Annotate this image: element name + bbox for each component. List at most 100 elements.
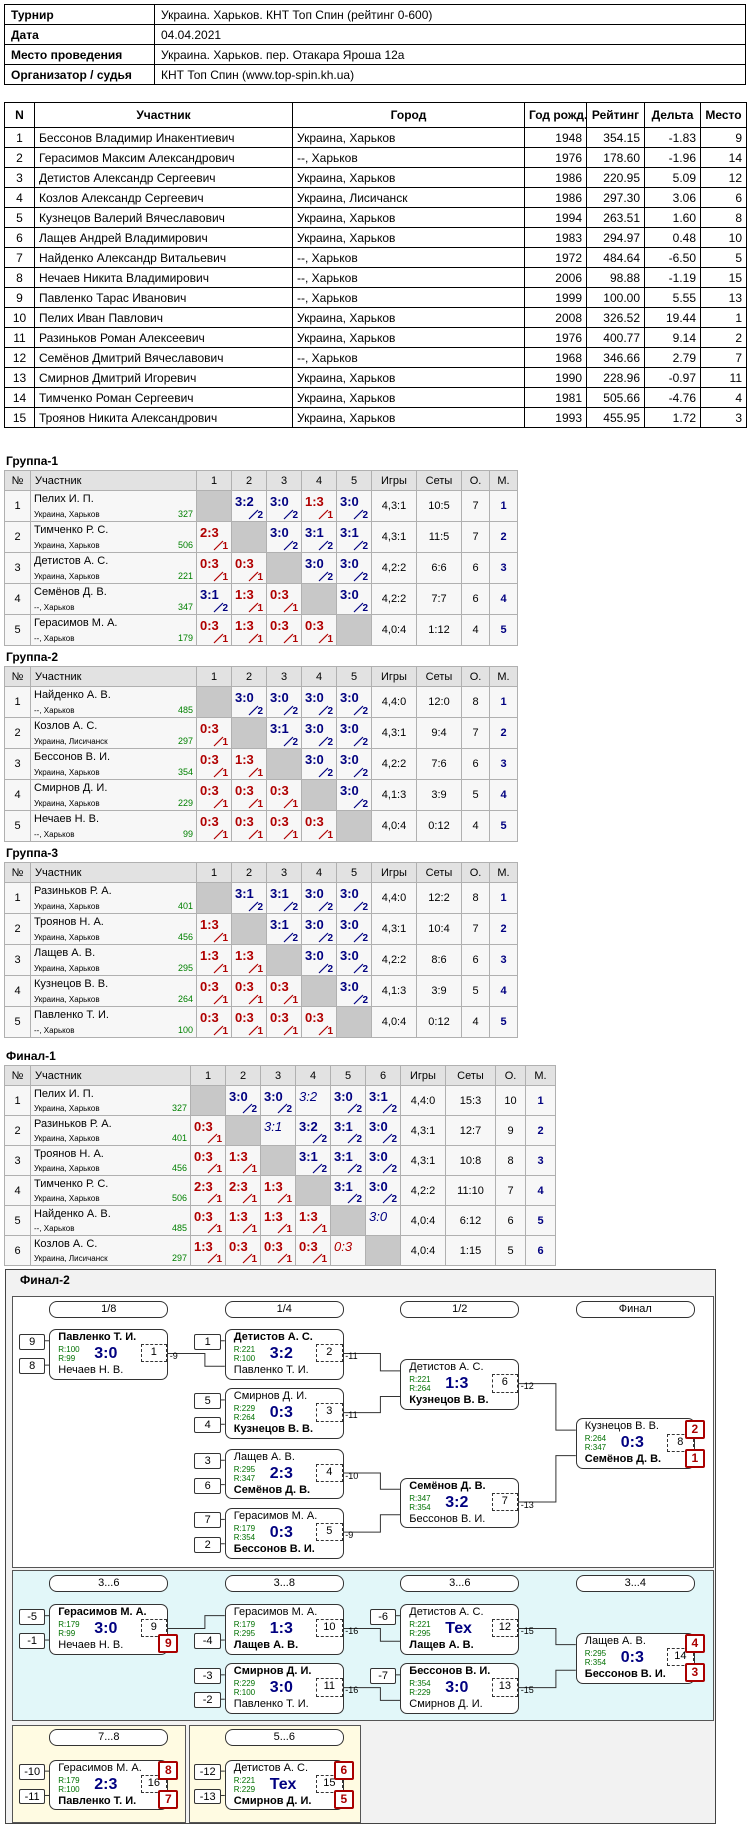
participant-cell: Троянов Н. А. Украина, Харьков 456: [30, 913, 197, 945]
column-header: 5: [336, 862, 372, 883]
next-match: -11: [345, 1410, 358, 1421]
result-score: 3:1: [235, 886, 254, 901]
participant: Детистов А. С. Украина, Харьков 221: [32, 554, 196, 583]
match-number: 4: [316, 1463, 343, 1482]
result-score: 3:2: [299, 1089, 318, 1104]
result: 3:0 2: [332, 1087, 365, 1115]
column-header: 1: [196, 666, 232, 687]
result-cell: [266, 552, 302, 584]
points: 7: [461, 490, 490, 522]
cell: 400.77: [586, 327, 645, 348]
cell: 2: [700, 327, 747, 348]
cell: Найденко Александр Витальевич: [34, 247, 293, 268]
result-cell: 3:0 2: [301, 717, 337, 749]
column-header: 4: [301, 862, 337, 883]
group-title: Группа-3: [6, 846, 59, 860]
slash: [353, 994, 364, 1005]
column-header: Участник: [30, 666, 197, 687]
result: 3:0 2: [303, 688, 336, 717]
player: Павленко Т. И.: [58, 1331, 137, 1344]
result-score: 1:3: [235, 587, 254, 602]
match-box: Герасимов М. А. R:179 R:100 2:3 Павленко Т. …: [49, 1759, 169, 1811]
connector: [341, 1687, 401, 1701]
result: 1:3 1: [233, 585, 266, 614]
slash-line: [248, 602, 259, 613]
result-score: 0:3: [194, 1209, 213, 1224]
result-cell: 3:1 2: [336, 521, 372, 553]
slash: [312, 1253, 323, 1264]
slash-line: [318, 1025, 329, 1036]
result: 3:1 2: [332, 1117, 365, 1145]
participant-row: 6 Лащев Андрей Владимирович Украина, Харьк…: [4, 227, 747, 248]
result-points: 2: [362, 737, 368, 748]
connector: [341, 1472, 401, 1490]
participant-row: 14 Тимченко Роман Сергеевич Украина, Харьк…: [4, 387, 747, 408]
result-score: 0:3: [235, 814, 254, 829]
result-cell: 2:3 1: [190, 1175, 226, 1206]
column-header: М.: [489, 470, 518, 491]
cell: Тимченко Роман Сергеевич: [34, 387, 293, 408]
slash-line: [248, 829, 259, 840]
slash-line: [207, 1133, 218, 1144]
cell: --, Харьков: [292, 247, 525, 268]
row-number: 4: [4, 583, 31, 615]
rating: R:264: [409, 1384, 431, 1394]
result-points: 2: [356, 1134, 362, 1145]
player: Павленко Т. И.: [233, 1698, 309, 1711]
result-points: 1: [257, 995, 263, 1006]
result: 3:0 2: [367, 1177, 400, 1205]
rating: R:354: [584, 1658, 607, 1668]
column-header: 2: [231, 666, 267, 687]
cell: 1: [700, 307, 747, 328]
result-score: 0:3: [305, 814, 324, 829]
group-row: 5 Нечаев Н. В. --, Харьков 99 0:3 1 0:3 1 0:3 1 0:…: [4, 810, 518, 842]
score: 0:3: [620, 1649, 644, 1667]
slash-line: [318, 829, 329, 840]
participant-rating: 179: [177, 633, 193, 643]
result: 3:1 2: [297, 1147, 330, 1175]
result-cell: [365, 1235, 401, 1266]
result-score: 0:3: [200, 556, 219, 571]
participant-cell: Павленко Т. И. --, Харьков 100: [30, 1006, 197, 1038]
slash: [207, 1193, 218, 1204]
result: 0:3 1: [198, 812, 231, 841]
player: Лащев А. В.: [233, 1639, 299, 1652]
result: 0:3 1: [268, 812, 301, 841]
sets: 7:7: [416, 583, 462, 615]
result-cell: 0:3 1: [266, 614, 302, 646]
rating: R:221: [409, 1620, 431, 1630]
player: Детистов А. С.: [233, 1761, 309, 1774]
cell: 1968: [524, 347, 587, 368]
participant-row: 4 Козлов Александр Сергеевич Украина, Лиси…: [4, 187, 747, 208]
result-score: 1:3: [264, 1209, 283, 1224]
row-number: 1: [4, 686, 31, 718]
slash: [318, 1025, 329, 1036]
result: 3:0 2: [227, 1087, 260, 1115]
slash: [283, 829, 294, 840]
result-points: 1: [222, 737, 228, 748]
info-row: Место проведения Украина. Харьков. пер. О…: [4, 44, 746, 65]
column-header: Рейтинг: [586, 102, 645, 128]
rating: R:264: [233, 1413, 256, 1423]
stage-header: 5...6: [224, 1729, 344, 1747]
connector: [166, 1615, 225, 1629]
result-cell: 3:0 2: [336, 882, 372, 914]
points: 7: [461, 913, 490, 945]
cell: Троянов Никита Александрович: [34, 407, 293, 428]
games: 4,3:1: [400, 1115, 446, 1146]
slash-line: [213, 963, 224, 974]
rating: R:295: [409, 1629, 431, 1639]
player: Герасимов М. А.: [58, 1761, 142, 1774]
cell: 484.64: [586, 247, 645, 268]
slash-line: [248, 571, 259, 582]
cell: Детистов Александр Сергеевич: [34, 167, 293, 188]
result-score: 3:1: [270, 721, 289, 736]
result-score: 1:3: [305, 494, 324, 509]
cell: 178.60: [586, 147, 645, 168]
result-score: 3:0: [340, 556, 359, 571]
participant-name: Бессонов В. И.: [34, 751, 111, 763]
points: 4: [461, 614, 490, 646]
next-match: -9: [345, 1529, 354, 1540]
result-points: 1: [292, 799, 298, 810]
column-header: Участник: [30, 862, 197, 883]
